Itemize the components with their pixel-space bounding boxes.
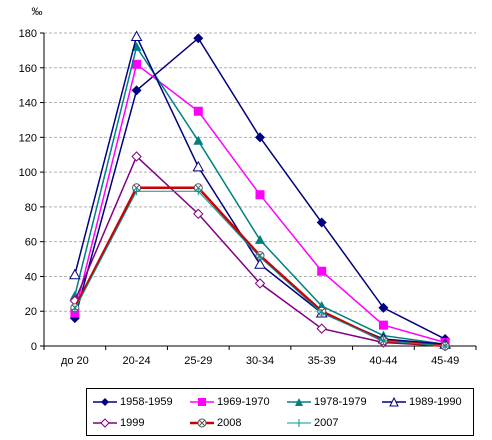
y-tick-label: 0 (31, 341, 37, 353)
x-tick-label: 30-34 (246, 355, 274, 367)
y-tick-label: 180 (19, 28, 37, 40)
legend-label: 1978-1979 (314, 396, 367, 408)
legend-swatch (190, 418, 214, 428)
grid (44, 32, 476, 312)
y-tick-label: 80 (25, 202, 37, 214)
data-point (378, 320, 388, 330)
data-point (254, 258, 266, 269)
data-point (255, 132, 265, 143)
data-point (255, 234, 265, 244)
data-point (131, 151, 142, 162)
legend-label: 2007 (314, 417, 339, 429)
legend-label: 1969-1970 (217, 396, 270, 408)
data-point (316, 217, 327, 228)
series-1958-1959 (69, 33, 451, 345)
series-line (74, 37, 446, 340)
legend-label: 1999 (120, 417, 145, 429)
data-point (441, 342, 450, 350)
legend-label: 2008 (217, 417, 242, 429)
x-tick-label: 40-44 (369, 355, 397, 367)
legend-item-1958-1959: 1958-1959 (93, 392, 173, 412)
y-tick-label: 140 (19, 98, 37, 110)
x-tick-label: 20-24 (123, 355, 151, 367)
legend-item-2007: 2007 (287, 413, 338, 433)
legend-swatch (287, 398, 311, 406)
legend-swatch (93, 398, 117, 406)
series-2007 (70, 187, 450, 350)
y-tick-label: 100 (19, 167, 37, 179)
data-point (379, 336, 388, 345)
legend-item-1969-1970: 1969-1970 (190, 392, 270, 412)
data-point (254, 278, 266, 289)
series-layer (69, 30, 451, 352)
legend-item-1978-1979: 1978-1979 (287, 392, 367, 412)
legend-label: 1958-1959 (120, 396, 173, 408)
x-tick-label: 35-39 (308, 355, 336, 367)
y-unit-label: ‰ (32, 6, 43, 18)
y-tick-label: 60 (25, 237, 37, 249)
data-point (132, 187, 141, 196)
legend-swatch (190, 398, 214, 406)
legend-label: 1989-1990 (409, 396, 462, 408)
data-point (193, 106, 203, 116)
legend-item-2008: 2008 (190, 413, 241, 433)
legend-swatch (382, 397, 406, 407)
y-tick-label: 160 (19, 63, 37, 75)
data-point (378, 302, 389, 313)
legend-swatch (287, 419, 311, 427)
legend: 1958-1959 1969-1970 1978-1979 1989-1990 … (86, 388, 474, 436)
x-tick-labels: до 20 20-24 25-29 30-34 35-39 40-44 45-49 (61, 355, 459, 367)
data-point (131, 85, 142, 96)
legend-swatch (93, 418, 117, 428)
data-point (255, 190, 265, 200)
data-point (69, 268, 81, 280)
data-point (132, 59, 142, 69)
y-tick-label: 20 (25, 306, 37, 318)
data-point (256, 253, 264, 262)
x-tick-label: 45-49 (431, 355, 459, 367)
data-point (130, 30, 143, 41)
data-point (317, 266, 327, 276)
x-tick-label: 25-29 (184, 355, 212, 367)
data-point (193, 135, 204, 145)
data-point (193, 208, 204, 220)
data-point (70, 305, 79, 314)
x-tick-label: до 20 (61, 355, 89, 367)
data-point (316, 323, 327, 334)
legend-item-1989-1990: 1989-1990 (382, 392, 462, 412)
data-point (192, 160, 205, 172)
data-point (193, 33, 204, 44)
y-tick-labels: 0 20 40 60 80 100 120 140 160 180 (19, 28, 37, 353)
data-point (317, 308, 326, 317)
data-point (194, 187, 203, 196)
series-1989-1990 (69, 30, 451, 349)
legend-item-1999: 1999 (93, 413, 144, 433)
y-tick-label: 120 (19, 132, 37, 144)
y-tick-label: 40 (25, 271, 37, 283)
axes (40, 32, 477, 350)
data-point (69, 290, 80, 300)
